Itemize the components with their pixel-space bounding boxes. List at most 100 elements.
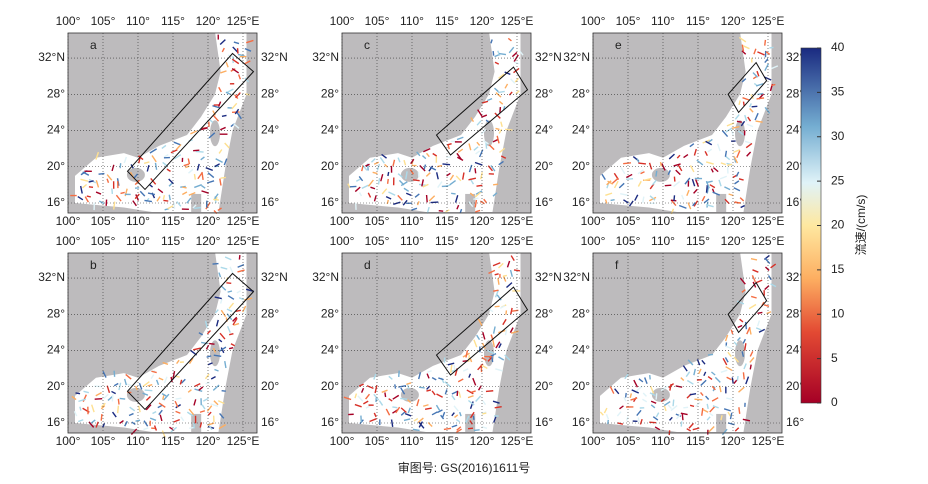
- flow-vector: [668, 153, 675, 160]
- flow-vector: [709, 406, 716, 413]
- flow-vector: [407, 399, 412, 404]
- lat-label-right: 16°: [535, 195, 553, 209]
- flow-vector: [436, 393, 443, 398]
- flow-vector: [741, 78, 747, 83]
- flow-vector: [607, 419, 609, 425]
- flow-vector: [226, 313, 233, 321]
- flow-vector: [720, 369, 728, 373]
- flow-vector: [504, 83, 509, 89]
- flow-vector: [502, 274, 508, 277]
- flow-vector: [624, 373, 629, 380]
- flow-vector: [738, 36, 747, 43]
- flow-vector: [162, 194, 166, 200]
- flow-vector: [473, 339, 478, 348]
- study-box: [435, 66, 529, 156]
- flow-vector: [212, 347, 217, 353]
- flow-vector: [742, 45, 750, 50]
- map-panel: 100° 100° 105° 105° 110° 110° 115° 115° 120° 120°…: [38, 234, 288, 448]
- flow-vector: [721, 130, 729, 138]
- flow-vector: [684, 177, 691, 185]
- map-frame: [67, 32, 258, 214]
- flow-vector: [244, 77, 250, 83]
- flow-vector: [369, 418, 377, 423]
- lon-label-top: 105°: [365, 14, 390, 28]
- flow-vector: [245, 93, 250, 96]
- flow-vector: [628, 200, 634, 207]
- flow-vector: [643, 177, 652, 181]
- flow-vector: [445, 209, 450, 213]
- flow-vector: [381, 153, 387, 159]
- flow-vector: [649, 421, 657, 424]
- flow-vector: [205, 381, 211, 385]
- flow-vector: [725, 366, 733, 372]
- flow-vector: [360, 387, 365, 393]
- flow-vector: [481, 425, 488, 429]
- flow-vector: [150, 374, 155, 380]
- flow-vector: [83, 390, 90, 394]
- flow-vector: [119, 163, 122, 169]
- flow-vector: [485, 390, 494, 393]
- flow-vector: [245, 39, 254, 44]
- flow-vector: [444, 389, 448, 395]
- flow-vector: [199, 410, 206, 413]
- flow-vector: [438, 209, 444, 212]
- flow-vector: [676, 154, 681, 159]
- flow-vector: [474, 161, 483, 166]
- flow-vector: [497, 262, 504, 269]
- lon-label-bottom: 110°: [126, 434, 150, 448]
- flow-vector: [764, 58, 769, 63]
- lat-label-right: 20°: [261, 379, 279, 393]
- flow-vector: [624, 392, 627, 398]
- flow-vector: [357, 395, 364, 402]
- flow-vector: [499, 305, 506, 309]
- flow-vector: [449, 180, 456, 186]
- flow-vector: [163, 199, 169, 202]
- flow-vector: [128, 412, 134, 417]
- flow-vector: [427, 370, 432, 373]
- flow-vector: [218, 86, 222, 93]
- lon-label-top: 110°: [400, 234, 424, 248]
- flow-vector: [217, 101, 222, 107]
- flow-vector: [475, 395, 482, 402]
- flow-vector: [426, 206, 430, 214]
- lat-label-left: 16°: [47, 415, 65, 429]
- study-box: [727, 281, 768, 334]
- flow-vector: [201, 185, 206, 189]
- flow-vector: [147, 192, 156, 196]
- flow-vector: [725, 345, 733, 350]
- flow-vector: [468, 373, 472, 378]
- flow-vector: [153, 425, 158, 431]
- flow-vector: [749, 107, 754, 113]
- flow-vector: [223, 158, 228, 166]
- flow-vector: [205, 167, 214, 172]
- flow-vector: [102, 423, 106, 428]
- flow-vector: [113, 370, 116, 377]
- flow-vector: [213, 400, 219, 406]
- flow-vector: [232, 317, 238, 326]
- flow-vector: [510, 255, 515, 261]
- flow-vector: [510, 78, 516, 84]
- flow-vector: [477, 109, 483, 117]
- flow-vector: [238, 297, 245, 301]
- flow-vector: [347, 183, 351, 189]
- flow-vector: [134, 193, 140, 200]
- flow-vector: [677, 164, 683, 172]
- flow-vector: [416, 151, 421, 157]
- flow-vector: [681, 194, 685, 200]
- flow-vector: [473, 429, 480, 432]
- flow-vector: [711, 397, 719, 402]
- flow-vector: [616, 411, 622, 417]
- flow-vector: [425, 172, 431, 177]
- lat-label-right: 24°: [261, 343, 279, 357]
- lat-label-left: 28°: [321, 306, 339, 320]
- lon-label-bottom: 110°: [400, 214, 424, 228]
- flow-vector: [494, 289, 500, 298]
- flow-vector: [229, 333, 234, 336]
- flow-vector: [468, 354, 471, 363]
- flow-vector: [224, 361, 227, 369]
- flow-vector: [755, 83, 764, 87]
- flow-vector: [161, 144, 167, 150]
- flow-vector: [226, 325, 231, 333]
- flow-vector: [724, 357, 729, 363]
- flow-vector: [403, 187, 410, 192]
